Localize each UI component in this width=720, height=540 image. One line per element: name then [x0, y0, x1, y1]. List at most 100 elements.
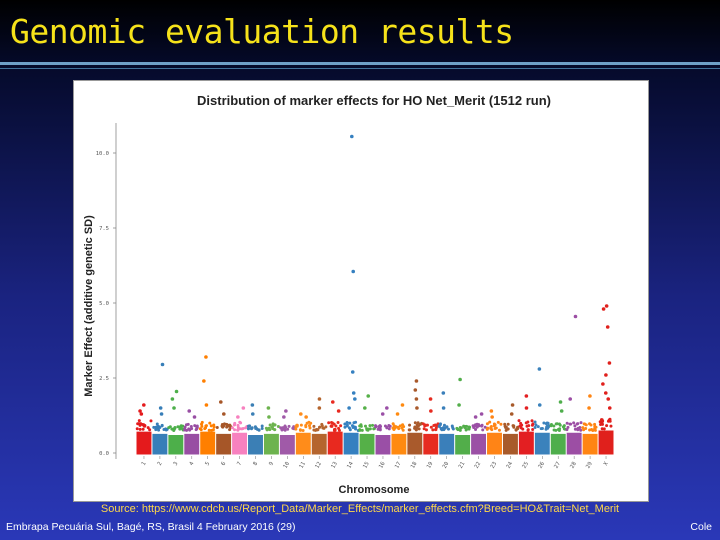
marker-point [142, 403, 146, 407]
marker-point [270, 425, 274, 429]
marker-point [573, 314, 578, 319]
marker-point [519, 421, 523, 425]
marker-point [228, 428, 232, 432]
marker-point [308, 426, 312, 430]
marker-point [566, 425, 570, 429]
marker-point [317, 397, 322, 401]
marker-point [345, 421, 349, 425]
marker-point [200, 422, 204, 426]
marker-point [489, 425, 493, 429]
marker-point [304, 415, 308, 419]
marker-point [299, 412, 303, 416]
marker-point [439, 427, 443, 431]
marker-point [374, 424, 378, 428]
marker-point [573, 427, 577, 431]
marker-point [554, 428, 558, 432]
marker-point [139, 422, 143, 426]
chromosome-band [295, 432, 311, 455]
marker-point [347, 406, 351, 410]
marker-point [442, 423, 446, 427]
marker-point [499, 422, 503, 426]
marker-point [305, 421, 309, 425]
marker-point [312, 424, 316, 428]
x-tick-label: 3 [173, 461, 180, 467]
marker-point [336, 420, 340, 424]
x-tick-label: 6 [221, 461, 228, 467]
marker-point [149, 419, 153, 423]
marker-point [607, 361, 612, 365]
manhattan-chart-panel: Distribution of marker effects for HO Ne… [73, 80, 649, 502]
chromosome-band [263, 433, 279, 455]
marker-point [552, 424, 556, 428]
marker-point [506, 427, 510, 431]
marker-point [593, 428, 597, 432]
marker-point [192, 415, 197, 419]
marker-point [530, 419, 534, 423]
marker-point [146, 426, 150, 430]
marker-point [428, 397, 433, 401]
marker-point [152, 425, 156, 429]
marker-point [416, 421, 420, 425]
marker-point [348, 421, 352, 425]
marker-point [608, 417, 612, 421]
marker-point [371, 423, 375, 427]
marker-point [221, 425, 225, 429]
marker-point [526, 428, 530, 432]
marker-point [462, 424, 466, 428]
marker-point [493, 423, 497, 427]
chromosome-band [343, 432, 359, 455]
marker-point [496, 420, 500, 424]
marker-point [204, 424, 208, 428]
marker-point [467, 425, 471, 429]
marker-point [337, 428, 341, 432]
marker-point [422, 427, 426, 431]
chromosome-band [391, 433, 407, 455]
marker-point [334, 424, 338, 428]
marker-point [366, 428, 370, 432]
marker-point [244, 426, 248, 430]
chromosome-band [216, 433, 232, 455]
marker-point [143, 424, 147, 428]
marker-point [431, 428, 435, 432]
chromosome-band [232, 432, 248, 455]
marker-point [547, 425, 551, 429]
marker-point [479, 412, 484, 416]
marker-point [307, 424, 311, 428]
x-axis-label: Chromosome [339, 484, 410, 496]
marker-point [368, 424, 372, 428]
marker-point [441, 391, 446, 395]
marker-point [158, 426, 162, 430]
marker-point [249, 427, 253, 431]
marker-point [609, 424, 613, 428]
marker-point [480, 423, 484, 427]
marker-point [600, 418, 604, 422]
x-tick-label: 5 [205, 461, 212, 467]
marker-point [414, 397, 419, 401]
marker-point [429, 409, 433, 413]
marker-point [433, 428, 437, 432]
marker-point [330, 424, 334, 428]
marker-point [295, 423, 299, 427]
marker-point [339, 424, 343, 428]
chromosome-band [136, 431, 152, 455]
marker-point [398, 424, 402, 428]
marker-point [135, 427, 139, 431]
x-tick-label: 2 [157, 461, 164, 467]
marker-point [255, 427, 259, 431]
marker-point [343, 422, 347, 426]
marker-point [282, 415, 286, 419]
marker-point [604, 373, 608, 377]
marker-point [433, 423, 437, 427]
marker-point [572, 421, 576, 425]
marker-point [413, 426, 417, 430]
marker-point [202, 379, 206, 383]
x-tick-label: 15 [362, 461, 371, 470]
marker-point [173, 426, 177, 430]
marker-point [233, 428, 237, 432]
x-tick-label: 16 [378, 461, 387, 470]
chromosome-band [471, 433, 487, 455]
chromosome-band [487, 432, 502, 455]
marker-point [348, 428, 352, 432]
marker-point [321, 426, 325, 430]
chromosome-band [407, 432, 423, 455]
